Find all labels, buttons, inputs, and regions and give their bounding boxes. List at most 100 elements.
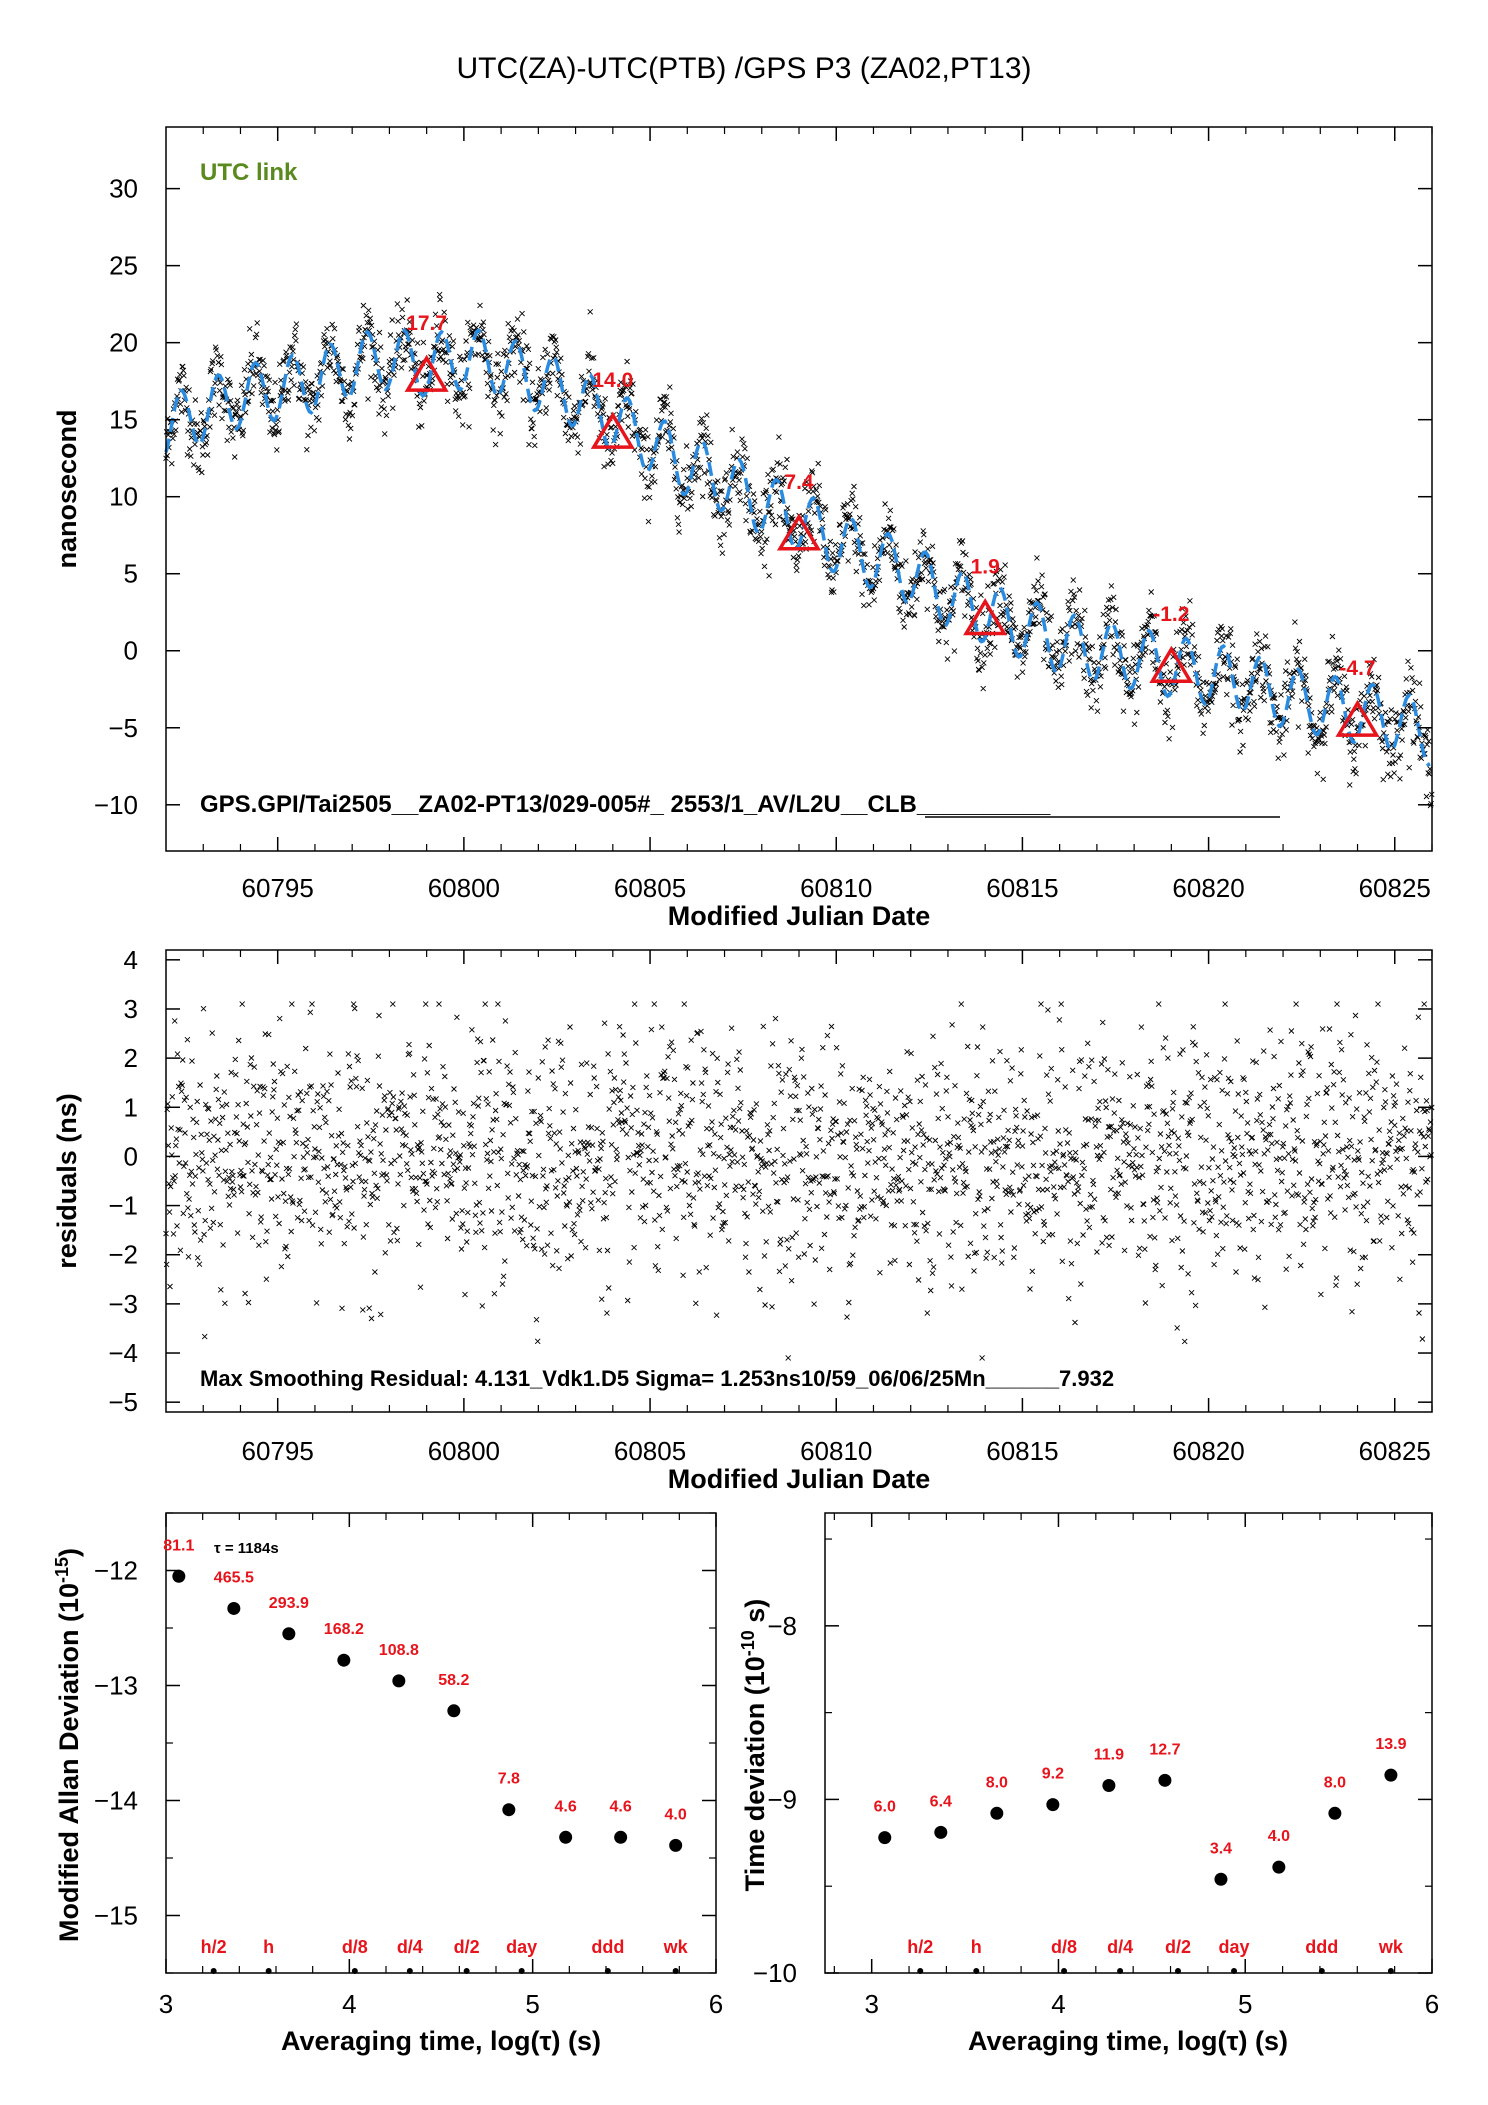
residual-point [862, 1172, 868, 1179]
data-point [1016, 643, 1023, 650]
data-point [1252, 678, 1259, 685]
data-point [526, 360, 533, 367]
data-point [1232, 662, 1238, 669]
residual-point [1097, 1142, 1104, 1149]
data-point [485, 338, 492, 345]
data-point [1234, 656, 1241, 663]
residual-point [690, 1080, 696, 1086]
residual-point [652, 1262, 659, 1269]
mid-panel: 60795 60800 60805 60810 60815 60820 6082543210… [52, 945, 1435, 1494]
residual-point [411, 1092, 418, 1099]
data-point [280, 357, 287, 364]
residual-point [1221, 1056, 1228, 1062]
residual-point [1389, 1244, 1395, 1251]
residual-point [857, 1193, 864, 1199]
residual-point [458, 1225, 464, 1231]
data-point [376, 329, 383, 336]
y-tick-label: −1 [108, 1191, 138, 1221]
data-point [383, 412, 390, 419]
residual-point [736, 1105, 743, 1112]
data-point [761, 563, 768, 570]
data-point [1033, 587, 1040, 594]
residual-point [492, 1230, 498, 1237]
data-point [695, 464, 701, 471]
x-tick-label: 60820 [1172, 873, 1244, 903]
residual-point [421, 1056, 428, 1062]
residual-point [1219, 1087, 1226, 1094]
data-point [492, 397, 498, 404]
data-point [582, 398, 589, 405]
data-point [1111, 662, 1118, 668]
data-point [235, 405, 242, 412]
residual-point [987, 1111, 994, 1118]
data-point [273, 421, 280, 428]
residual-point [1215, 1193, 1222, 1200]
residual-point [803, 1143, 809, 1150]
residual-point [1407, 1070, 1414, 1077]
residual-point [424, 1181, 430, 1187]
residual-point [508, 1161, 515, 1167]
residual-point [527, 1138, 534, 1145]
data-point [449, 343, 456, 350]
residual-point [247, 1061, 254, 1068]
residual-point [460, 1110, 467, 1117]
residual-point [648, 1026, 655, 1033]
data-point [750, 491, 757, 497]
residual-point [1173, 1150, 1179, 1157]
residual-point [802, 1215, 808, 1222]
y-tick-label: 5 [124, 559, 138, 589]
residual-point [778, 1089, 785, 1096]
data-point [978, 592, 984, 599]
data-point [944, 607, 950, 613]
data-point [1071, 594, 1078, 601]
residual-point [890, 1129, 897, 1136]
x-tick-label: 4 [1051, 1989, 1065, 2019]
residual-point [839, 1062, 846, 1069]
residual-point [1338, 1162, 1344, 1169]
residual-point [1268, 1140, 1275, 1147]
residual-point [665, 1095, 672, 1101]
residual-point [682, 1160, 689, 1167]
data-point [475, 351, 482, 358]
residual-point [681, 1001, 688, 1007]
data-point [227, 382, 233, 389]
residual-point [1181, 1218, 1187, 1225]
residual-point [889, 1187, 896, 1194]
residual-point [1176, 1143, 1182, 1149]
residual-point [497, 1228, 504, 1235]
residual-point [639, 1204, 646, 1210]
residual-point [500, 1273, 507, 1280]
residual-point [744, 1213, 751, 1220]
data-point [668, 410, 674, 417]
data-point [1027, 607, 1034, 613]
data-point [339, 398, 346, 405]
residual-point [1298, 1040, 1305, 1047]
residual-point [1364, 1041, 1370, 1048]
residual-point [1409, 1259, 1416, 1266]
residual-point [451, 1086, 457, 1092]
residual-point [742, 1254, 749, 1261]
data-point [997, 566, 1004, 573]
residual-point [1273, 1156, 1280, 1163]
data-point [506, 334, 513, 341]
residual-point [721, 1182, 728, 1188]
residual-point [1008, 1209, 1014, 1215]
residual-point [347, 1084, 353, 1090]
residual-point [208, 1118, 214, 1124]
residual-point [1067, 1238, 1074, 1244]
data-point [855, 551, 862, 557]
deviation-value-label: 6.4 [930, 1793, 952, 1810]
residual-point [1101, 1056, 1108, 1062]
data-point [1286, 670, 1293, 677]
residual-point [598, 1145, 605, 1152]
data-point [211, 412, 218, 419]
mdev-ylabel-exp: -15 [52, 1557, 72, 1583]
residual-point [985, 1088, 992, 1095]
residual-point [916, 1121, 923, 1127]
y-tick-label: −9 [767, 1784, 797, 1814]
residual-point [1419, 1165, 1425, 1172]
data-point [1053, 678, 1059, 684]
residual-point [1275, 1226, 1282, 1233]
interval-marker-dot [1061, 1968, 1068, 1974]
residual-point [906, 1261, 913, 1268]
